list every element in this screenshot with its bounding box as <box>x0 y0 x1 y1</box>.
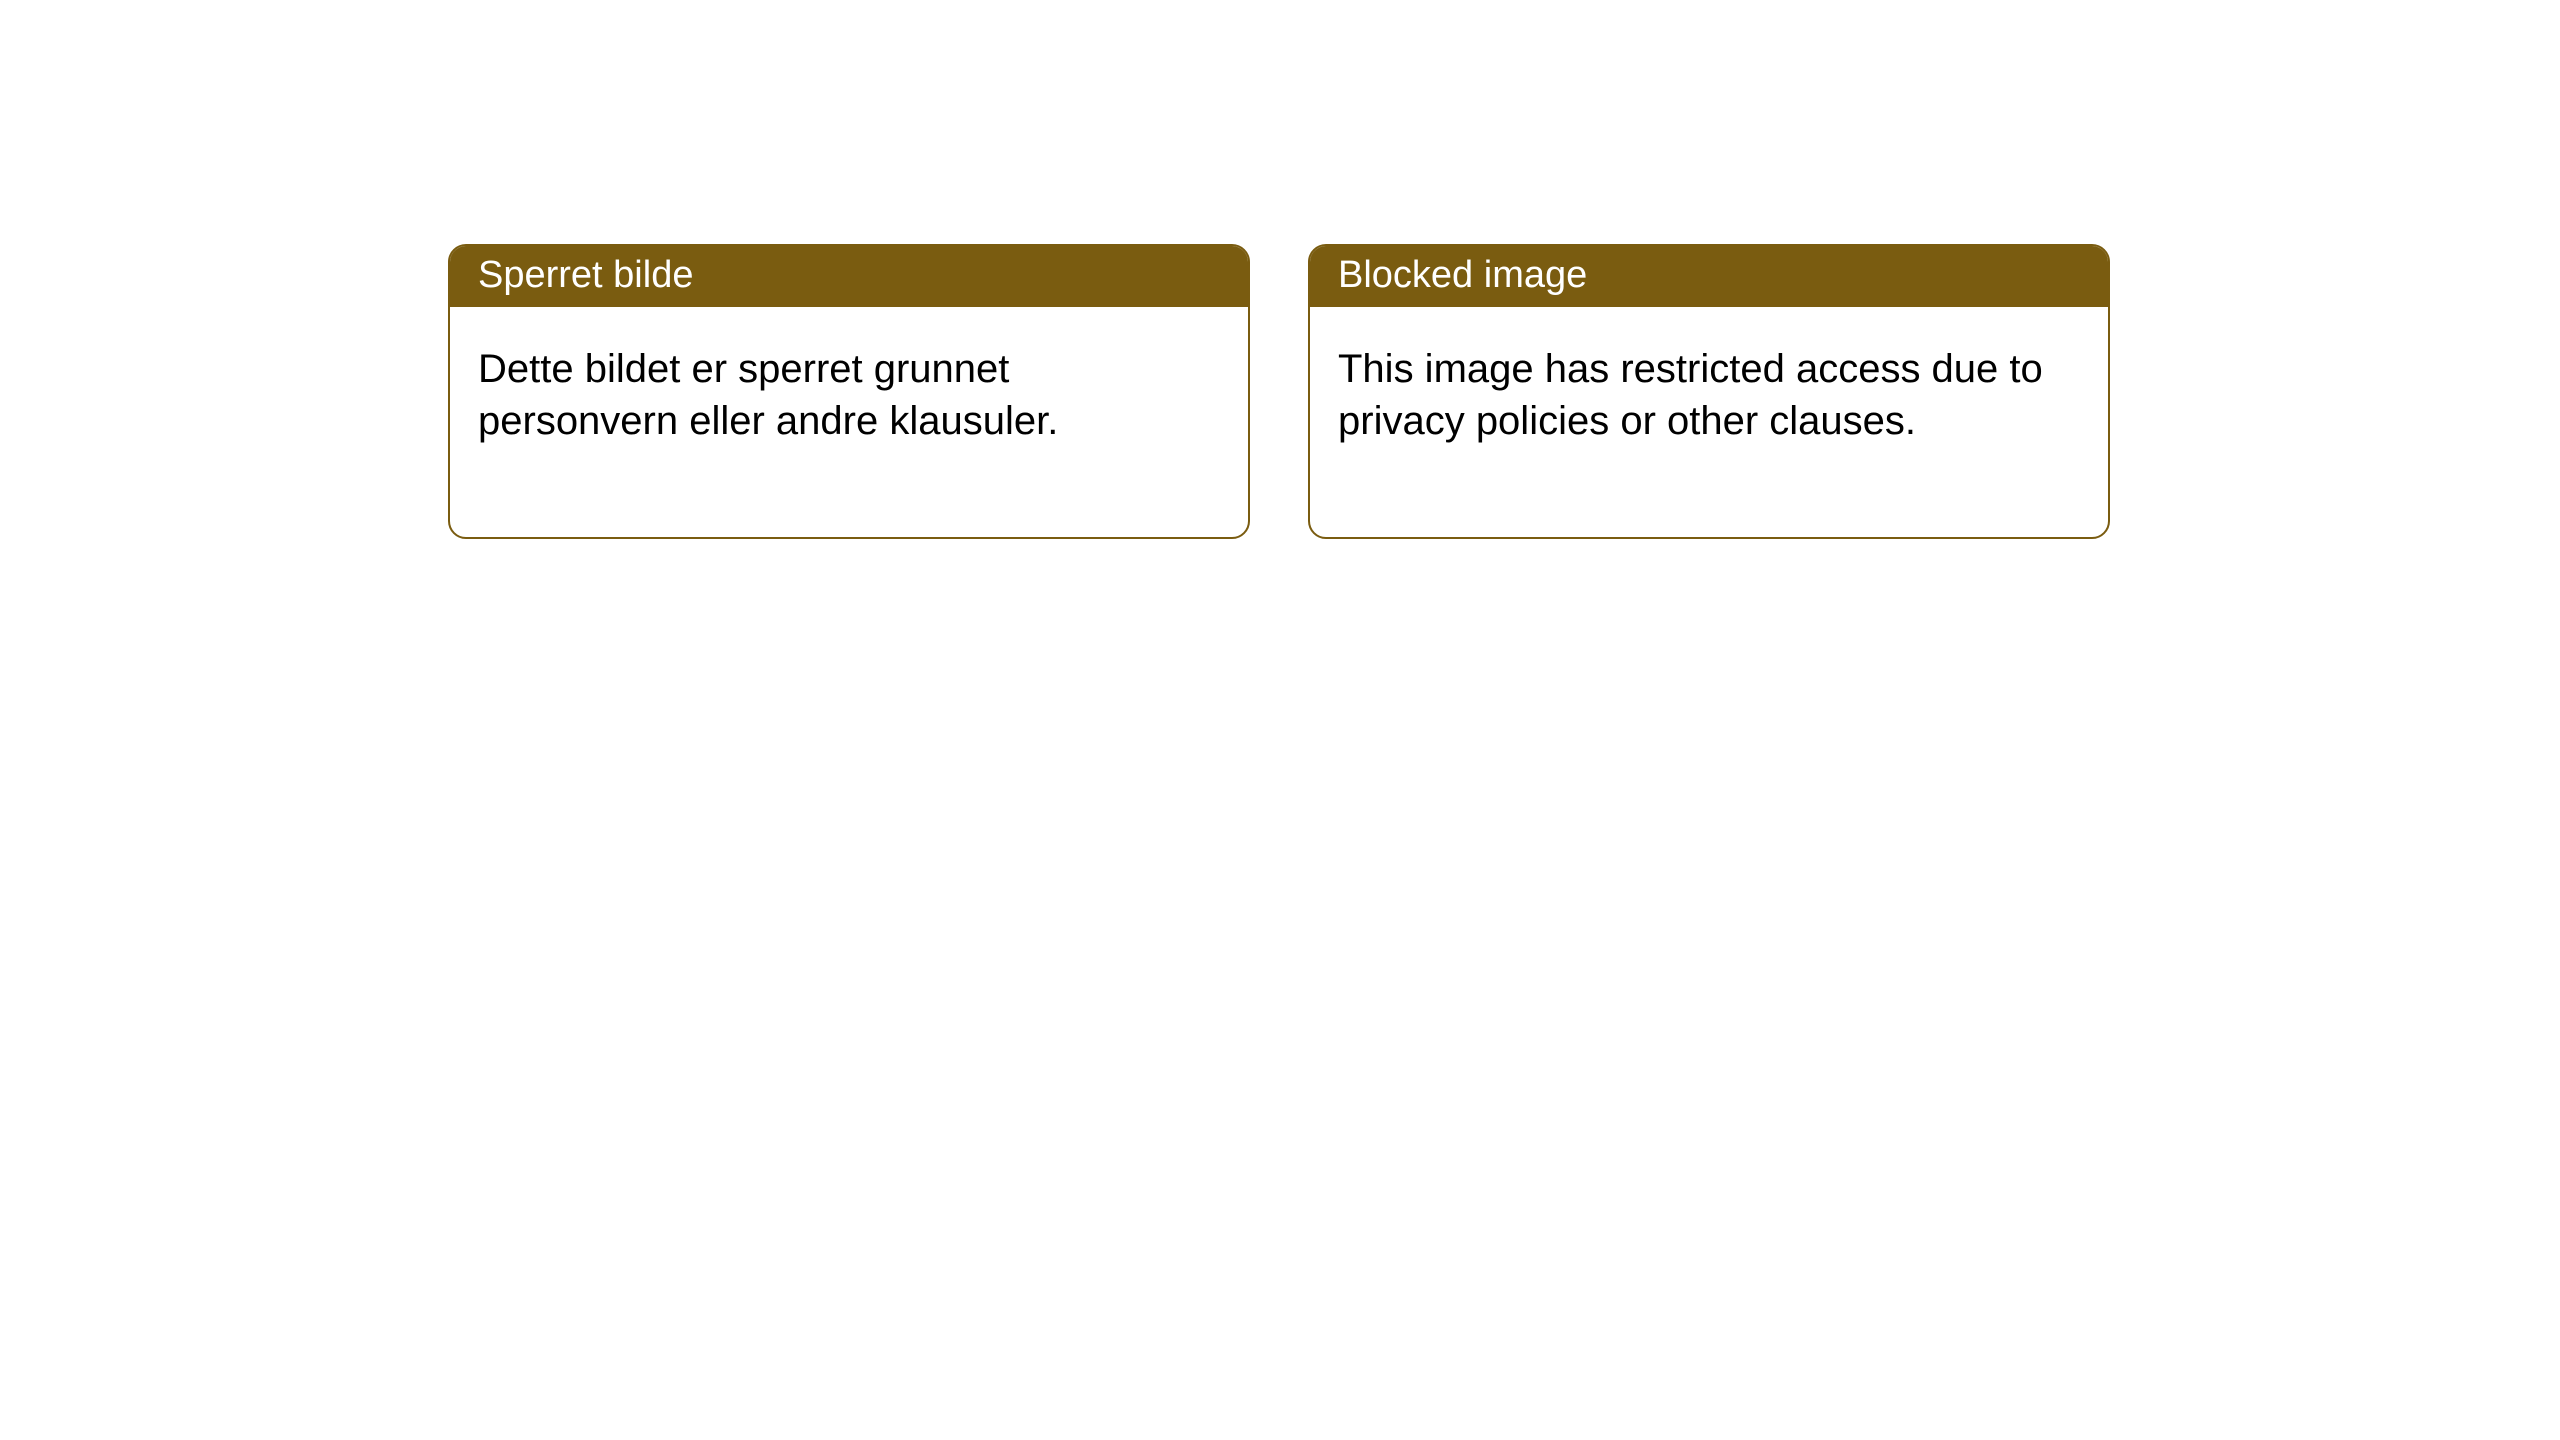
notice-body: This image has restricted access due to … <box>1310 307 2108 537</box>
notice-header: Sperret bilde <box>450 246 1248 307</box>
notice-card-norwegian: Sperret bilde Dette bildet er sperret gr… <box>448 244 1250 539</box>
notice-card-english: Blocked image This image has restricted … <box>1308 244 2110 539</box>
notice-header: Blocked image <box>1310 246 2108 307</box>
notice-container: Sperret bilde Dette bildet er sperret gr… <box>0 0 2560 539</box>
notice-body: Dette bildet er sperret grunnet personve… <box>450 307 1248 537</box>
